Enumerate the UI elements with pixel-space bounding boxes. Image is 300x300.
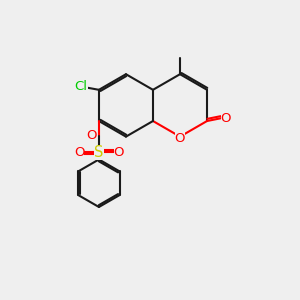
Text: O: O: [220, 112, 231, 124]
Text: O: O: [175, 132, 185, 145]
Text: O: O: [74, 146, 84, 159]
Text: O: O: [114, 146, 124, 159]
Text: S: S: [94, 145, 104, 160]
Text: O: O: [86, 129, 97, 142]
Text: Cl: Cl: [75, 80, 88, 93]
